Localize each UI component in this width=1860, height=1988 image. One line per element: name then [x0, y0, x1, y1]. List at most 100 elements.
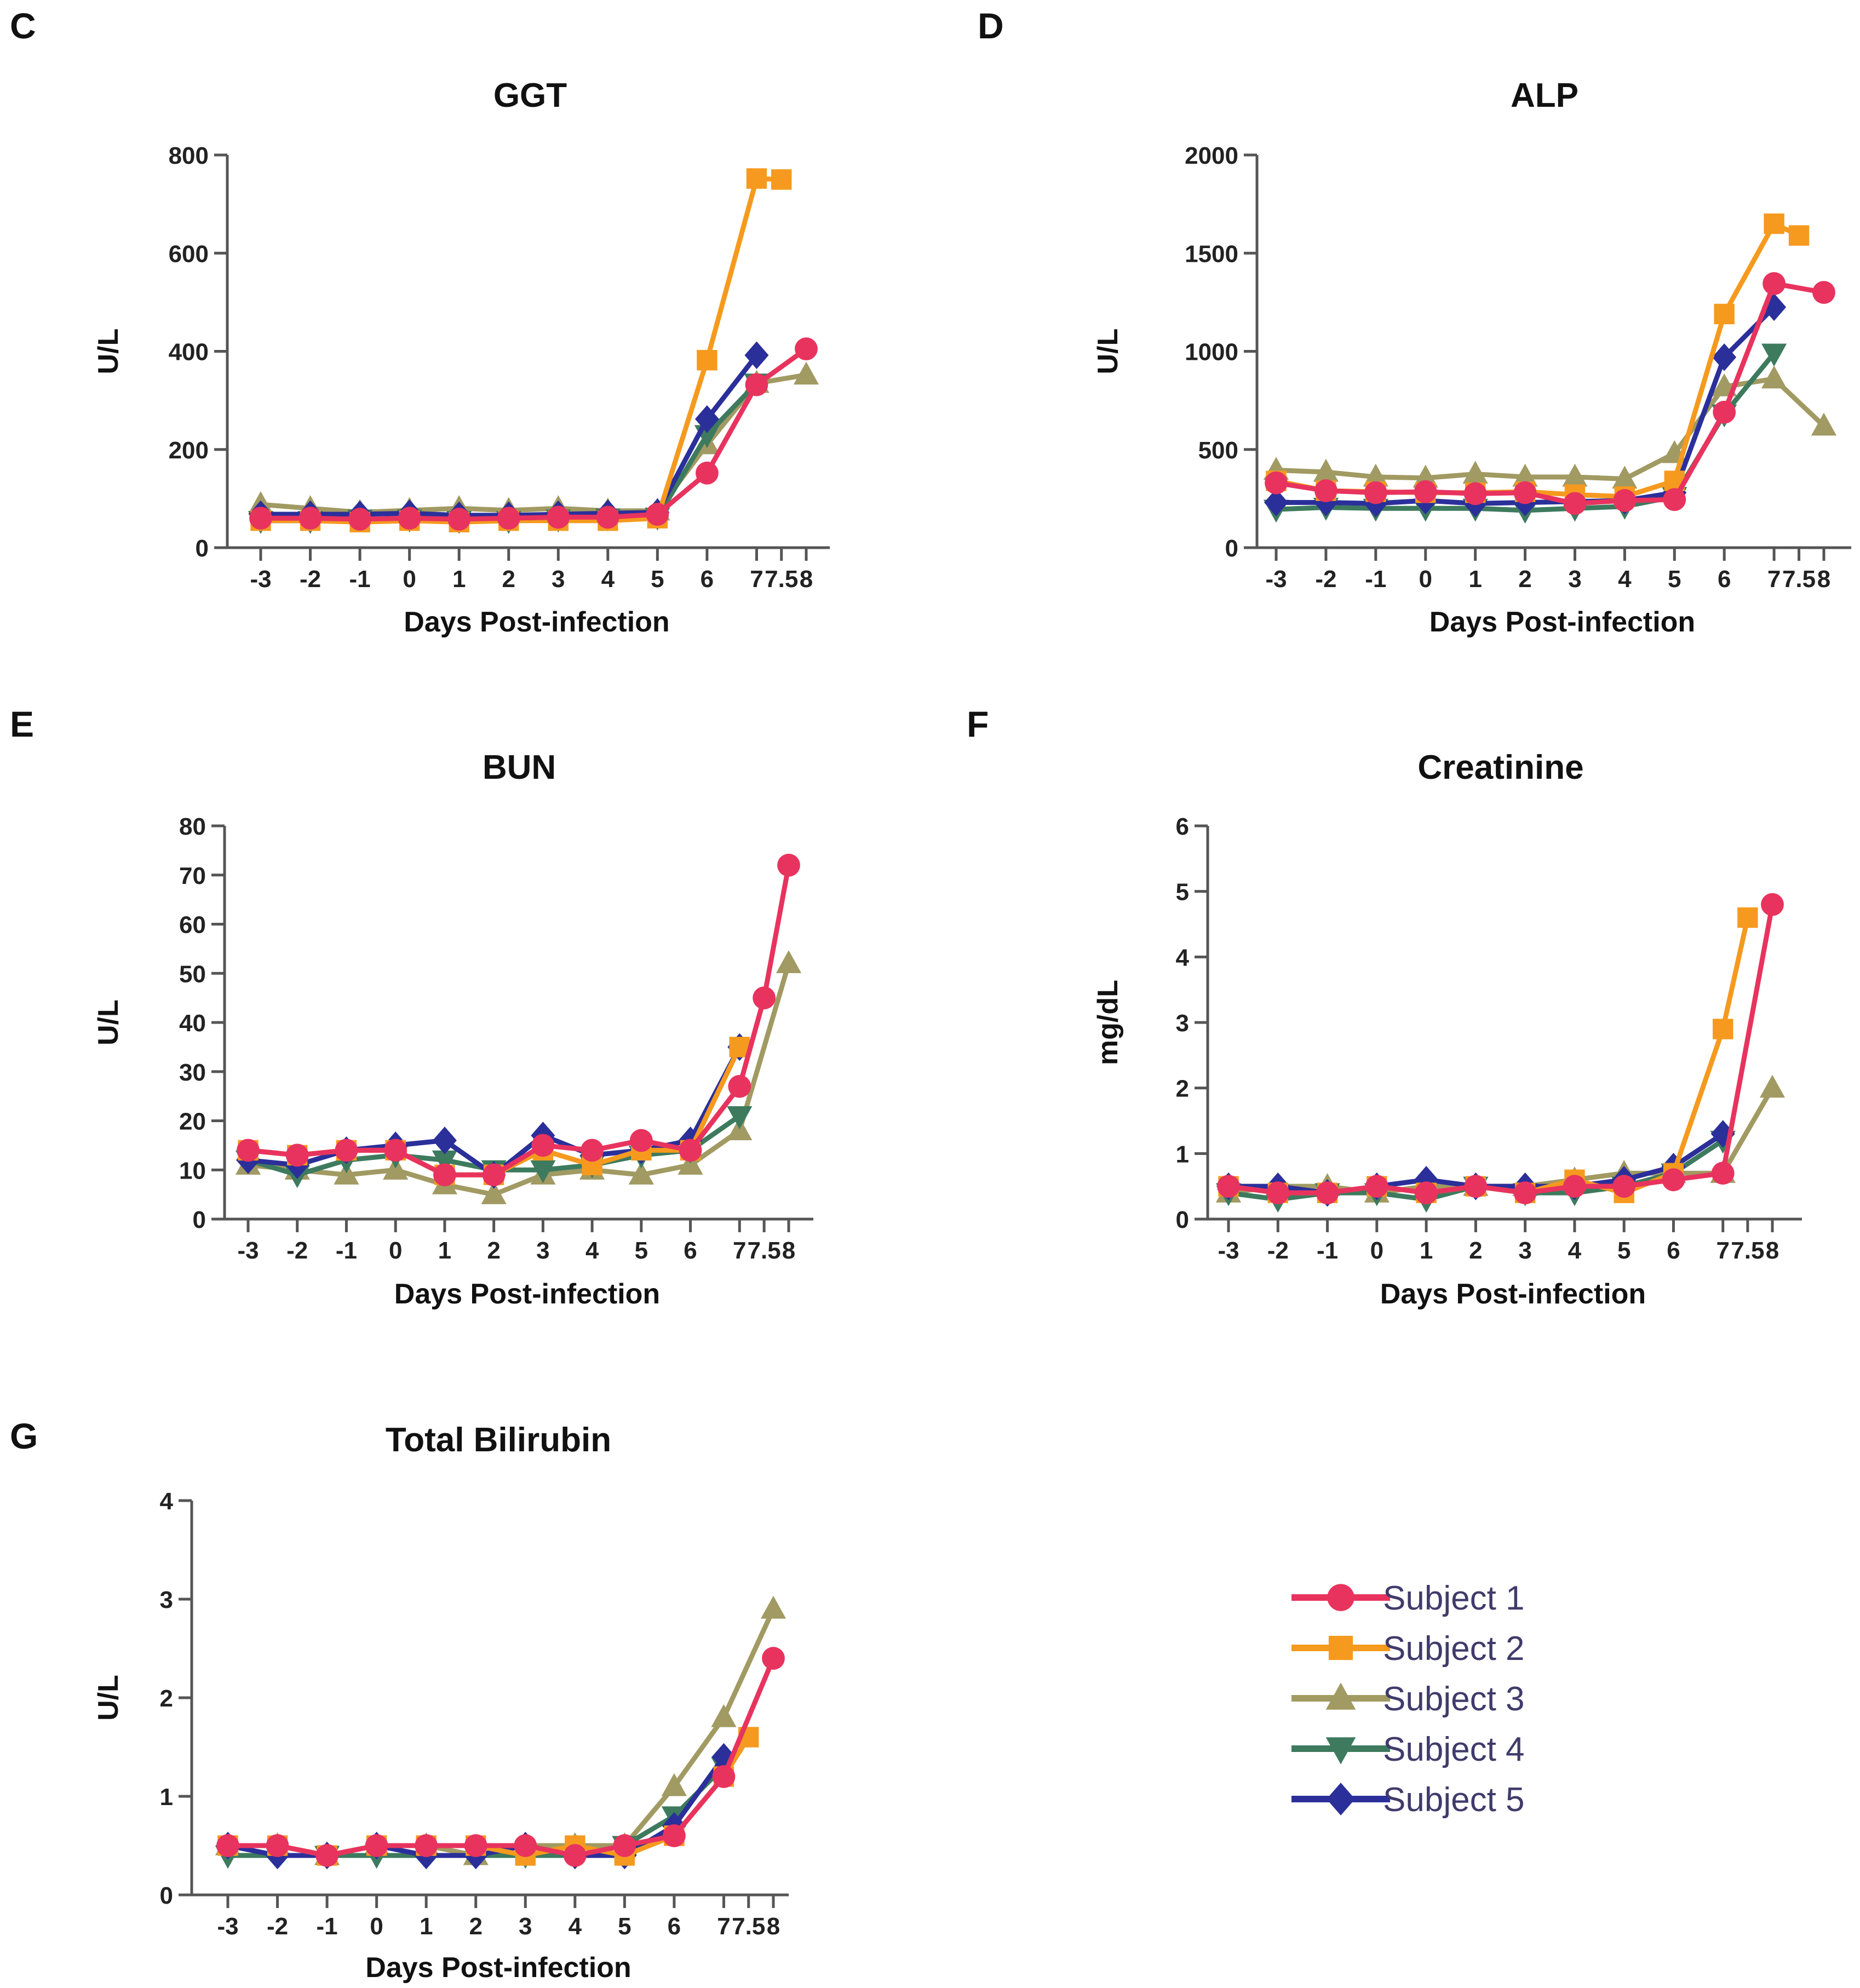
data-point — [712, 1765, 736, 1788]
x-tick-label: 1 — [1468, 566, 1482, 593]
x-tick-label: 7 — [733, 1237, 746, 1264]
x-tick-label: -3 — [1218, 1237, 1239, 1264]
data-point — [760, 1595, 787, 1619]
x-tick-label: 0 — [389, 1237, 402, 1264]
panel-e: E BUN 0 10 20 30 40 50 60 70 80 -3 -2 -1 0 1 2 3 4 5 6 7 7.5 8 D… — [10, 704, 813, 1310]
series-line — [261, 347, 808, 522]
x-tick-label: 6 — [668, 1913, 681, 1940]
data-point — [1266, 1181, 1290, 1205]
y-axis-title: mg/dL — [1092, 980, 1124, 1065]
y-tick-label: 400 — [169, 339, 209, 366]
data-point — [1714, 303, 1735, 325]
data-point — [771, 169, 792, 190]
data-point — [1812, 281, 1835, 304]
data-point — [661, 1773, 687, 1796]
data-point — [547, 505, 570, 529]
legend-marker — [1328, 1635, 1353, 1661]
data-point — [266, 1834, 289, 1857]
data-point — [1613, 489, 1637, 512]
x-tick-label: -2 — [1315, 566, 1336, 593]
y-tick-label: 4 — [160, 1488, 174, 1515]
legend-entry: Subject 5 — [1291, 1781, 1525, 1819]
legend-marker — [1327, 1584, 1354, 1611]
data-point — [1265, 471, 1288, 495]
x-tick-label: 0 — [370, 1913, 383, 1940]
x-tick-label: 7.5 — [732, 1913, 765, 1940]
x-tick-label: 2 — [469, 1913, 482, 1940]
y-tick-label: 20 — [179, 1108, 206, 1135]
x-tick-label: -2 — [286, 1237, 308, 1264]
chart-title: Creatinine — [1417, 749, 1583, 786]
data-point — [432, 1127, 457, 1154]
x-tick-label: 8 — [1766, 1237, 1779, 1264]
series-subject-3 — [215, 1595, 787, 1865]
legend-entry: Subject 3 — [1291, 1680, 1525, 1718]
x-axis-title: Days Post-infection — [394, 1278, 660, 1310]
data-point — [1414, 480, 1437, 503]
series-subject-1 — [249, 337, 818, 531]
y-tick-label: 0 — [1176, 1206, 1189, 1233]
y-axis-title: U/L — [93, 999, 124, 1045]
x-tick-label: 1 — [420, 1913, 433, 1940]
data-point — [1364, 481, 1387, 504]
data-point — [694, 405, 719, 433]
series-subject-1 — [237, 853, 800, 1187]
data-point — [1415, 1181, 1438, 1205]
data-point — [1737, 907, 1758, 928]
series-subject-1 — [1217, 893, 1784, 1205]
data-point — [1313, 458, 1339, 482]
x-tick-label: 0 — [1370, 1237, 1383, 1264]
series-line — [248, 1045, 742, 1177]
data-point — [298, 507, 322, 530]
x-tick-label: 4 — [1618, 566, 1632, 593]
x-tick-label: 3 — [552, 566, 565, 593]
data-point — [1563, 492, 1587, 515]
y-tick-label: 70 — [179, 863, 206, 889]
x-tick-label: -3 — [250, 566, 271, 593]
data-point — [514, 1834, 537, 1857]
data-point — [1759, 1075, 1786, 1098]
data-point — [1414, 1165, 1439, 1194]
data-point — [1563, 1175, 1586, 1198]
data-point — [711, 1704, 737, 1727]
x-tick-label: 6 — [701, 566, 714, 593]
x-tick-label: 0 — [403, 566, 416, 593]
y-tick-label: 40 — [179, 1010, 206, 1037]
y-tick-label: 5 — [1176, 879, 1189, 906]
data-point — [1811, 412, 1837, 436]
y-tick-label: 1 — [1176, 1141, 1189, 1168]
data-point — [613, 1834, 636, 1857]
data-point — [481, 1181, 507, 1204]
panel-letter: C — [10, 5, 36, 46]
data-point — [1612, 1175, 1636, 1198]
data-point — [1513, 481, 1537, 504]
x-tick-label: 4 — [569, 1913, 582, 1940]
data-point — [663, 1824, 686, 1847]
data-point — [793, 361, 819, 385]
y-tick-label: 600 — [169, 240, 209, 267]
panel-d: D ALP 0 500 1000 1500 2000 -3 -2 -1 0 1 2 3 4 5 6 7 7.5 8 Da… — [978, 5, 1851, 638]
data-point — [679, 1139, 702, 1162]
y-tick-label: 500 — [1198, 437, 1238, 464]
x-tick-label: 8 — [1817, 566, 1830, 593]
series-subject-3 — [1263, 365, 1837, 489]
data-point — [1217, 1175, 1240, 1198]
chart-title: BUN — [483, 749, 556, 786]
series-line — [228, 1657, 776, 1858]
y-tick-label: 10 — [179, 1157, 206, 1184]
data-point — [1562, 463, 1588, 487]
data-point — [415, 1834, 438, 1857]
data-point — [1316, 1181, 1339, 1205]
series-subject-1 — [1265, 272, 1835, 515]
data-point — [335, 1139, 358, 1162]
data-point — [1314, 479, 1337, 502]
data-point — [1365, 1175, 1388, 1198]
y-tick-label: 30 — [179, 1059, 206, 1086]
x-tick-label: 3 — [1568, 566, 1581, 593]
data-point — [596, 505, 619, 529]
x-tick-label: 6 — [1718, 566, 1731, 593]
series-line — [1228, 917, 1750, 1196]
legend-entry: Subject 4 — [1291, 1731, 1525, 1768]
panel-letter: G — [10, 1416, 38, 1456]
data-point — [531, 1134, 555, 1157]
